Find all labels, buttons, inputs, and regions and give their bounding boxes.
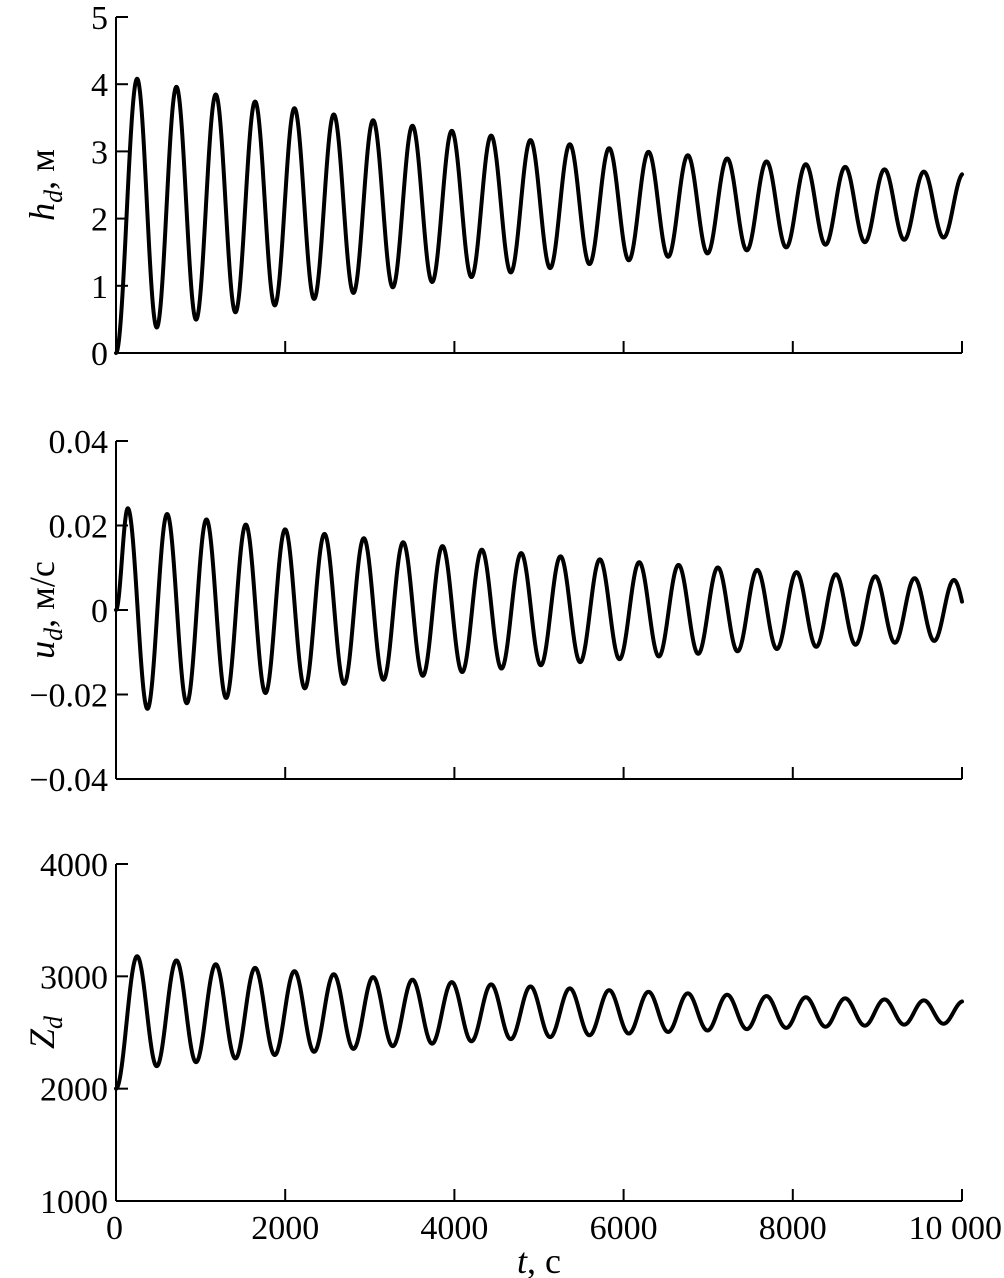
y-tick-label: 0.04 (49, 424, 109, 461)
x-tick-label: 4000 (420, 1210, 488, 1247)
y-tick-label: 2 (91, 202, 108, 239)
y-tick-label: 5 (91, 0, 108, 37)
y-axis-label-symbol: Z (22, 1028, 62, 1049)
x-tick-label: 0 (106, 1210, 123, 1247)
y-axis-label-unit: , м/с (22, 561, 62, 628)
x-tick-label: 8000 (759, 1210, 827, 1247)
y-axis-label-symbol: u (22, 641, 62, 659)
y-tick-label: 0.02 (49, 509, 109, 546)
y-tick-label: 1 (91, 269, 108, 306)
x-tick-label: 10 000 (909, 1210, 1003, 1247)
y-axis-label-subscript: d (39, 1015, 68, 1029)
y-tick-label: 4 (91, 67, 108, 104)
y-tick-label: 2000 (40, 1072, 108, 1109)
y-axis-label-subscript: d (39, 627, 68, 641)
y-tick-label: 4000 (40, 847, 108, 884)
series-line (114, 76, 964, 355)
x-tick-label: 2000 (251, 1210, 319, 1247)
y-axis-label: hd, м (22, 149, 68, 221)
series-line (114, 954, 964, 1091)
y-axis-label-unit: , м (22, 149, 62, 190)
y-axis-label-subscript: d (39, 189, 68, 203)
y-tick-label: 1000 (40, 1184, 108, 1221)
y-tick-label: 0 (91, 593, 108, 630)
panel-h-d: 0 1 2 3 4 5 hd, м (22, 0, 964, 373)
x-tick-label: 6000 (590, 1210, 658, 1247)
panel-z-d: 1000 2000 3000 4000 0 2000 4000 6000 8000 10 000 Z… (22, 847, 1002, 1278)
y-axis-label-symbol: h (22, 203, 62, 221)
x-axis-label-symbol: t (517, 1241, 528, 1278)
y-axis-label: Zd (22, 1015, 68, 1049)
y-tick-label: −0.04 (29, 762, 108, 799)
y-axis-label: ud, м/с (22, 561, 68, 659)
panel-u-d: −0.04 −0.02 0 0.02 0.04 ud, м/с (22, 424, 964, 799)
y-tick-label: 3 (91, 134, 108, 171)
y-tick-label: 3000 (40, 959, 108, 996)
x-axis-label-unit: , с (527, 1241, 561, 1278)
y-tick-label: 0 (91, 336, 108, 373)
y-tick-label: −0.02 (29, 678, 108, 715)
x-axis-label: t, с (517, 1241, 561, 1278)
series-line (114, 506, 964, 711)
